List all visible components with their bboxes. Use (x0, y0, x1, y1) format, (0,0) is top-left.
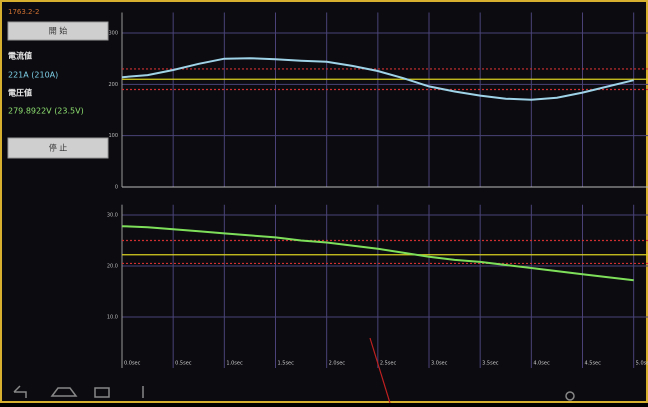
start-button-label[interactable]: 開 始 (49, 26, 68, 36)
x-tick-label: 2.5sec (380, 361, 397, 367)
current-label: 電流値 (8, 51, 32, 61)
x-tick-label: 0.5sec (175, 361, 192, 367)
voltage-label: 電圧値 (8, 88, 32, 98)
y-tick-label: 100 (108, 133, 118, 139)
x-tick-label: 3.5sec (482, 361, 499, 367)
screen: 1763.2-2 開 始 電流値 221A (210A) 電圧値 279.892… (0, 0, 648, 403)
y-tick-label: 30.0 (107, 213, 118, 219)
y-tick-label: 200 (108, 82, 118, 88)
x-tick-label: 1.5sec (278, 361, 295, 367)
x-tick-label: 4.5sec (585, 361, 602, 367)
x-tick-label: 5.0sec (636, 361, 648, 367)
current-value: 221A (210A) (8, 71, 58, 80)
y-tick-label: 20.0 (107, 264, 118, 270)
x-tick-label: 0.0sec (124, 361, 141, 367)
x-tick-label: 4.0sec (533, 361, 550, 367)
y-tick-label: 0 (115, 185, 118, 191)
stop-button-label[interactable]: 停 止 (49, 143, 68, 153)
x-tick-label: 2.0sec (329, 361, 346, 367)
voltage-value: 279.8922V (23.5V) (8, 107, 84, 116)
y-tick-label: 10.0 (107, 315, 118, 321)
app-code: 1763.2-2 (8, 8, 39, 16)
y-tick-label: 300 (108, 31, 118, 37)
x-tick-label: 3.0sec (431, 361, 448, 367)
x-tick-label: 1.0sec (226, 361, 243, 367)
background (0, 0, 648, 403)
